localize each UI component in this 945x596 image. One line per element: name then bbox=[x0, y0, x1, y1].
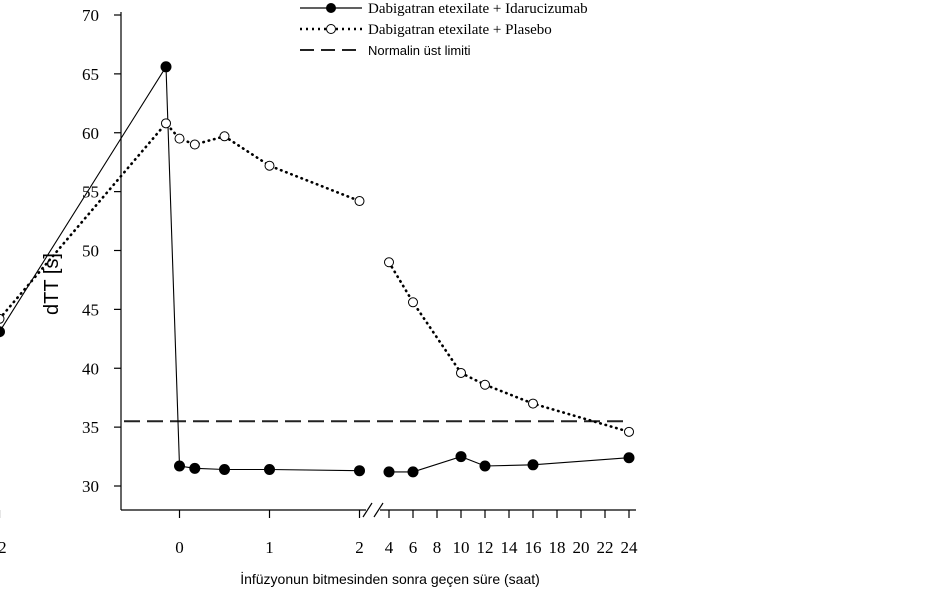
x-tick-label: -2 bbox=[0, 538, 7, 557]
idarucizumab-point bbox=[0, 326, 5, 338]
x-tick-label: 16 bbox=[525, 538, 542, 557]
y-tick-label: 35 bbox=[82, 418, 99, 437]
plasebo-point bbox=[174, 133, 185, 144]
y-tick-label: 40 bbox=[82, 359, 99, 378]
plasebo-point bbox=[264, 160, 275, 171]
x-tick-label: 22 bbox=[597, 538, 614, 557]
plasebo-point bbox=[0, 313, 5, 324]
idarucizumab-point bbox=[527, 459, 539, 471]
series-points bbox=[0, 61, 635, 478]
plasebo-point bbox=[189, 139, 200, 150]
axes bbox=[120, 12, 636, 518]
legend-label-plasebo: Dabigatran etexilate + Plasebo bbox=[368, 22, 552, 38]
y-ticks: 30 35 40 45 50 55 60 65 70 bbox=[82, 6, 121, 496]
plasebo-point bbox=[161, 118, 171, 129]
legend: Dabigatran etexilate + Idarucizumab Dabi… bbox=[300, 1, 588, 58]
x-tick-label: 20 bbox=[573, 538, 590, 557]
idarucizumab-point bbox=[479, 460, 491, 472]
plasebo-point bbox=[408, 297, 418, 308]
axis-break-mark-1 bbox=[362, 502, 373, 518]
y-tick-label: 50 bbox=[82, 242, 99, 261]
x-tick-label: 24 bbox=[621, 538, 639, 557]
plasebo-point bbox=[456, 367, 466, 378]
legend-label-normal-limit: Normalin üst limiti bbox=[368, 43, 471, 58]
y-axis-title: dTT [s] bbox=[41, 253, 63, 315]
idarucizumab-line-segment bbox=[388, 456, 630, 473]
idarucizumab-point bbox=[623, 452, 635, 464]
idarucizumab-point bbox=[455, 451, 467, 463]
plasebo-point bbox=[219, 131, 230, 142]
idarucizumab-point bbox=[160, 61, 172, 73]
x-tick-label: 14 bbox=[501, 538, 519, 557]
legend-label-idarucizumab: Dabigatran etexilate + Idarucizumab bbox=[368, 1, 588, 17]
x-tick-label: 18 bbox=[549, 538, 566, 557]
y-tick-label: 60 bbox=[82, 124, 99, 143]
x-tick-label: 12 bbox=[477, 538, 494, 557]
y-tick-label: 30 bbox=[82, 477, 99, 496]
y-tick-label: 55 bbox=[82, 183, 99, 202]
idarucizumab-point bbox=[264, 464, 275, 476]
legend-marker-idarucizumab bbox=[326, 3, 336, 13]
plasebo-point bbox=[624, 426, 634, 437]
idarucizumab-point bbox=[189, 462, 201, 474]
axis-break-mark-2 bbox=[373, 502, 384, 518]
idarucizumab-point bbox=[174, 460, 185, 472]
idarucizumab-point bbox=[407, 466, 419, 478]
idarucizumab-point bbox=[354, 465, 365, 477]
y-tick-label: 65 bbox=[82, 65, 99, 84]
x-tick-label: 10 bbox=[453, 538, 470, 557]
x-tick-label: 6 bbox=[409, 538, 418, 557]
legend-marker-plasebo bbox=[326, 24, 336, 34]
y-tick-label: 45 bbox=[82, 300, 99, 319]
y-tick-label: 70 bbox=[82, 6, 99, 25]
plasebo-point bbox=[384, 257, 394, 268]
plasebo-line-segment bbox=[387, 260, 631, 434]
x-tick-label: 1 bbox=[265, 538, 274, 557]
plasebo-point bbox=[354, 196, 365, 207]
x-tick-label: 4 bbox=[385, 538, 394, 557]
x-axis-title: İnfüzyonun bitmesinden sonra geçen süre … bbox=[240, 570, 540, 587]
x-tick-label: 8 bbox=[433, 538, 442, 557]
x-tick-label: 0 bbox=[175, 538, 184, 557]
plasebo-point bbox=[528, 398, 538, 409]
x-tick-label: 2 bbox=[355, 538, 364, 557]
plasebo-point bbox=[480, 379, 490, 390]
idarucizumab-point bbox=[219, 464, 230, 476]
idarucizumab-point bbox=[383, 466, 395, 478]
